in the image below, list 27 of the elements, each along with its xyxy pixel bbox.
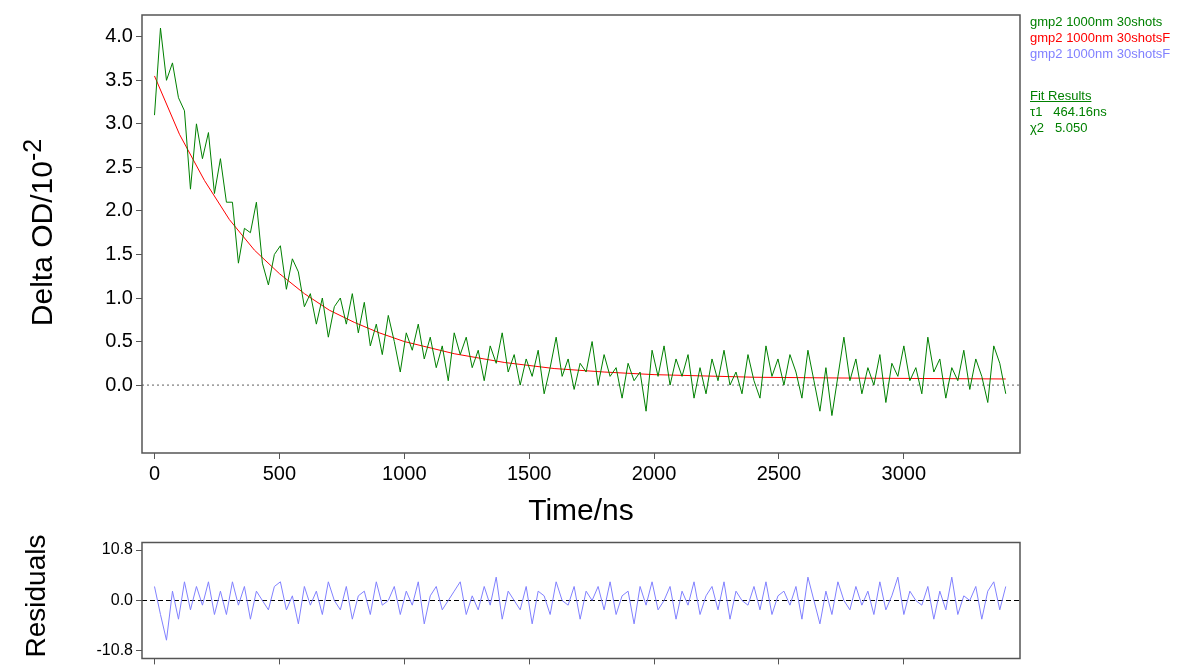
text: gmp2 1000nm 30shots (1030, 14, 1163, 30)
y-tick-label: 10.8 (101, 540, 134, 558)
y-tick-label: 3.0 (105, 111, 133, 134)
y-tick-label: 2.5 (105, 154, 133, 177)
y-tick-label: -10.8 (96, 641, 134, 659)
y-axis-title: Residuals (20, 533, 53, 660)
y-tick-label: 1.0 (105, 285, 133, 308)
y-tick-label: 3.5 (105, 67, 133, 90)
x-tick-label: 1500 (506, 461, 552, 484)
y-tick-label: 0.0 (110, 590, 134, 608)
text: gmp2 1000nm 30shotsF (1030, 30, 1171, 46)
y-tick-label: 4.0 (105, 24, 133, 47)
y-tick-label: 0.5 (105, 329, 133, 352)
text: Fit Results (1030, 88, 1092, 104)
y-tick-label: 0.0 (105, 372, 133, 395)
y-tick-label: 1.5 (105, 241, 133, 264)
x-tick-label: 500 (262, 461, 297, 484)
x-tick-label: 2500 (756, 461, 802, 484)
x-tick-label: 0 (148, 461, 161, 484)
y-tick-label: 2.0 (105, 198, 133, 221)
text: gmp2 1000nm 30shotsF (1030, 46, 1171, 62)
x-tick-label: 3000 (881, 461, 927, 484)
x-axis-title: Time/ns (527, 493, 635, 527)
text: χ2 5.050 (1030, 120, 1088, 136)
x-tick-label: 2000 (631, 461, 677, 484)
text: τ1 464.16ns (1030, 104, 1107, 120)
x-tick-label: 1000 (382, 461, 427, 484)
